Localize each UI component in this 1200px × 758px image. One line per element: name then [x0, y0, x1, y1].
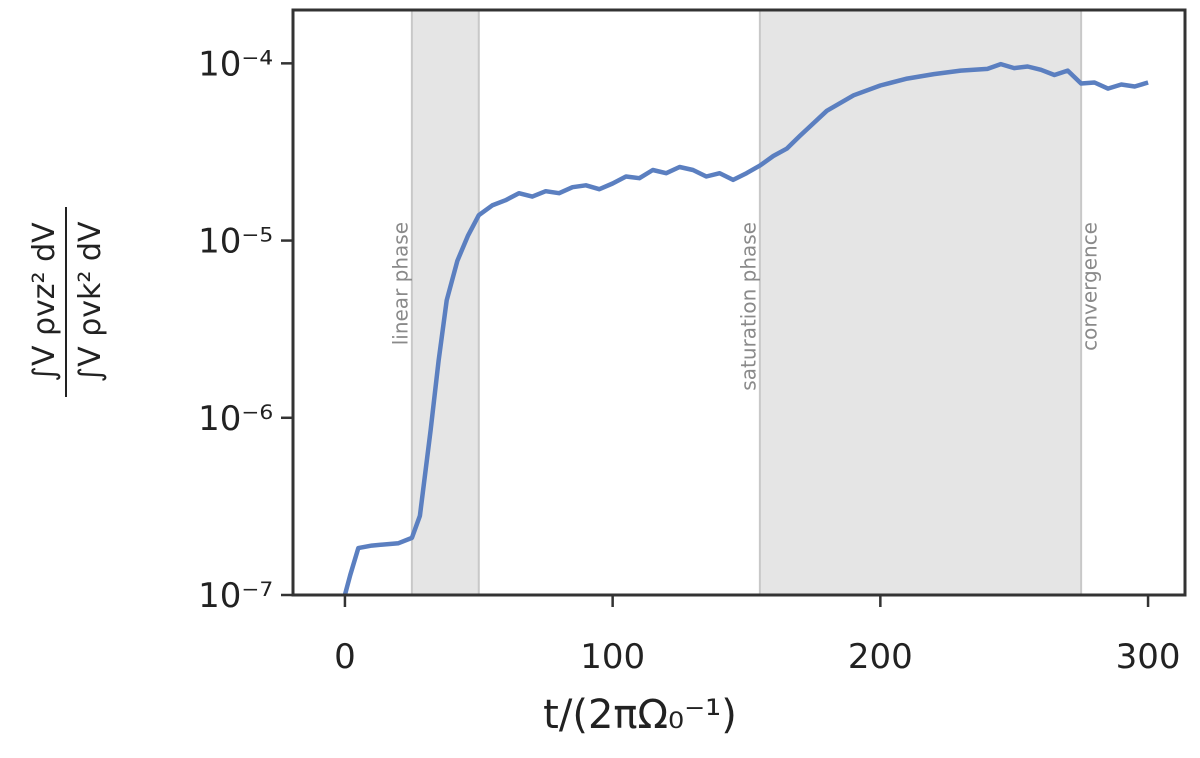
annotation: saturation phase	[736, 222, 760, 391]
y-axis-label: ∫V ρvz² dV ∫V ρvk² dV	[27, 207, 108, 397]
y-label-numerator: ∫V ρvz² dV	[27, 222, 62, 382]
y-tick-label: 10⁻⁶	[198, 399, 273, 439]
y-tick-label: 10⁻⁵	[198, 222, 273, 262]
shaded-region	[759, 10, 1082, 595]
x-tick-label: 100	[580, 637, 645, 677]
y-tick-label: 10⁻⁷	[198, 576, 273, 616]
plot-frame	[291, 8, 1187, 597]
y-tick-label: 10⁻⁴	[198, 44, 273, 84]
annotation: convergence	[1078, 222, 1102, 351]
annotation: linear phase	[388, 222, 412, 345]
plot-layer: linear phase saturation phase convergence 0…	[198, 8, 1187, 677]
x-axis-label: t/(2πΩ₀⁻¹)	[543, 692, 737, 738]
x-tick-label: 200	[848, 637, 913, 677]
data-line	[342, 61, 1149, 595]
x-tick-label: 300	[1116, 637, 1181, 677]
y-label-denominator: ∫V ρvk² dV	[73, 221, 108, 382]
x-tick-label: 0	[334, 637, 356, 677]
